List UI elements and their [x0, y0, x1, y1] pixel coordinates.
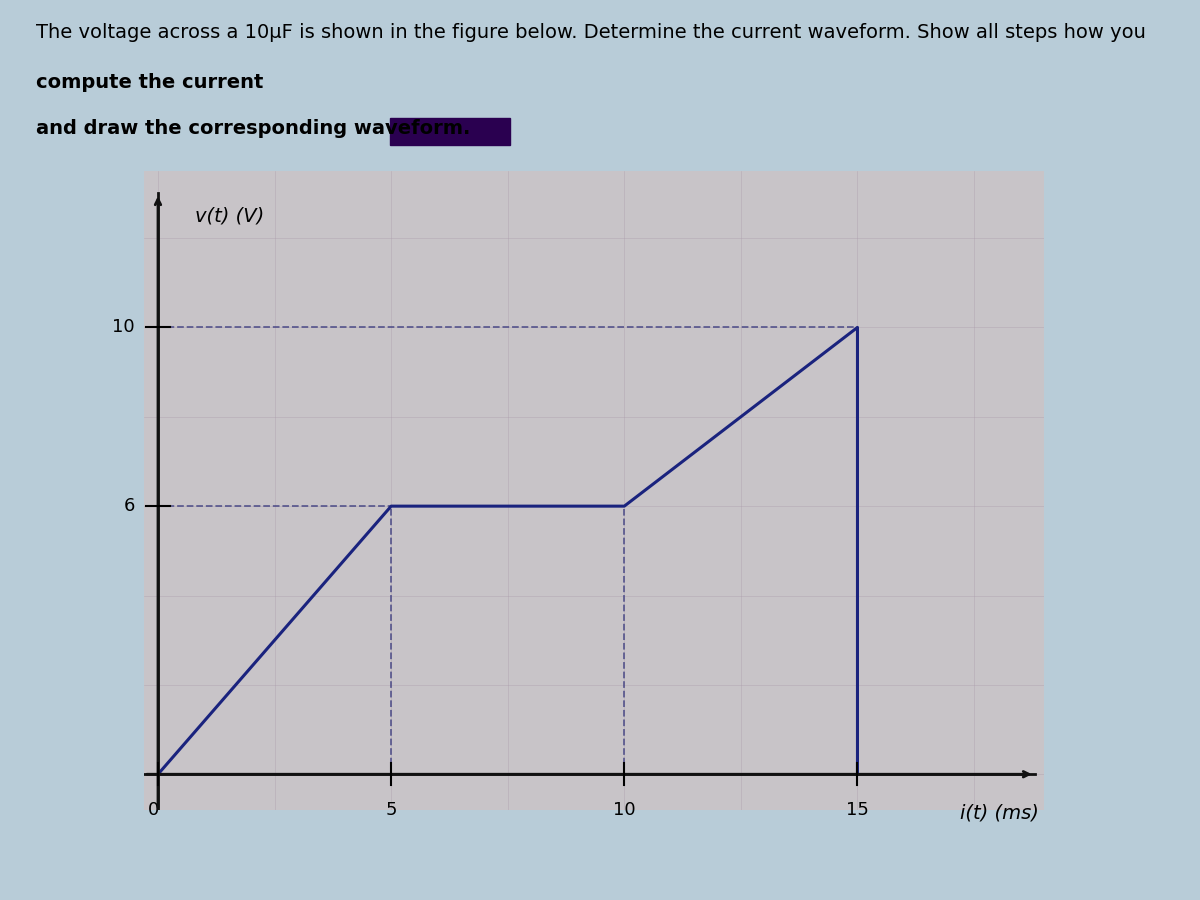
Text: 10: 10 — [613, 801, 636, 819]
Text: 15: 15 — [846, 801, 869, 819]
Text: and draw the corresponding waveform.: and draw the corresponding waveform. — [36, 120, 470, 139]
Text: The voltage across a 10μF is shown in the figure below. Determine the current wa: The voltage across a 10μF is shown in th… — [36, 23, 1146, 42]
Text: 6: 6 — [124, 497, 134, 515]
Bar — [390, 118, 510, 145]
Text: i(t) (ms): i(t) (ms) — [960, 804, 1039, 823]
Text: v(t) (V): v(t) (V) — [196, 207, 264, 226]
Text: 10: 10 — [112, 319, 134, 337]
Text: compute the current: compute the current — [36, 74, 263, 93]
Text: 5: 5 — [385, 801, 397, 819]
Text: 0: 0 — [148, 801, 158, 819]
